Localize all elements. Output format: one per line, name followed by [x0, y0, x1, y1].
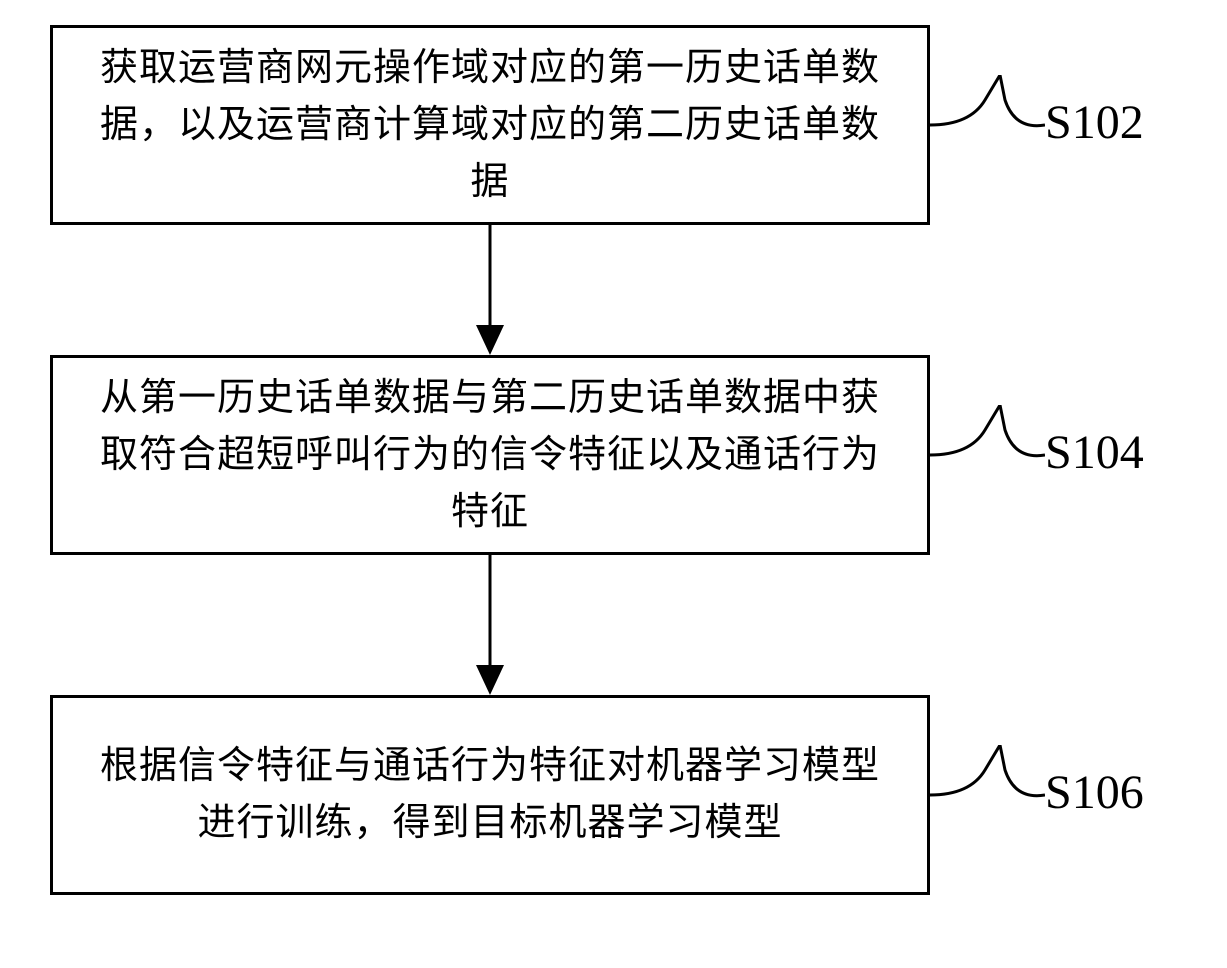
- flow-step-s106: 根据信令特征与通话行为特征对机器学习模型进行训练，得到目标机器学习模型: [50, 695, 930, 895]
- arrow-s104-to-s106: [472, 555, 508, 695]
- flow-step-s104: 从第一历史话单数据与第二历史话单数据中获取符合超短呼叫行为的信令特征以及通话行为…: [50, 355, 930, 555]
- step-label-s106: S106: [1045, 765, 1144, 820]
- step-label-s104: S104: [1045, 425, 1144, 480]
- arrow-s102-to-s104: [472, 225, 508, 355]
- connector-curve-s106: [930, 745, 1045, 845]
- flow-step-s106-text: 根据信令特征与通话行为特征对机器学习模型进行训练，得到目标机器学习模型: [83, 738, 897, 852]
- step-label-s102: S102: [1045, 95, 1144, 150]
- connector-curve-s104: [930, 405, 1045, 505]
- connector-curve-s102: [930, 75, 1045, 175]
- flow-step-s102-text: 获取运营商网元操作域对应的第一历史话单数据，以及运营商计算域对应的第二历史话单数…: [83, 40, 897, 211]
- flow-step-s104-text: 从第一历史话单数据与第二历史话单数据中获取符合超短呼叫行为的信令特征以及通话行为…: [83, 370, 897, 541]
- flow-step-s102: 获取运营商网元操作域对应的第一历史话单数据，以及运营商计算域对应的第二历史话单数…: [50, 25, 930, 225]
